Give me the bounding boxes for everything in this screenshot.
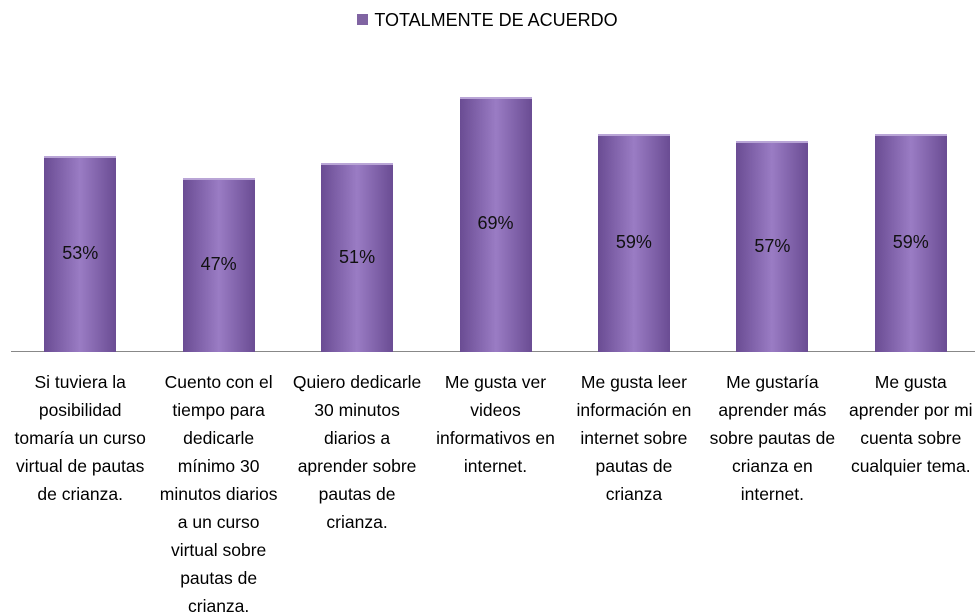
data-label: 53% — [62, 242, 99, 263]
data-label: 57% — [754, 235, 791, 256]
x-tick-label: Me gustaría aprender más sobre pautas de… — [709, 372, 836, 504]
legend-swatch — [357, 14, 369, 25]
x-tick-label: Si tuviera la posibilidad tomaría un cur… — [14, 372, 146, 504]
legend: TOTALMENTE DE ACUERDO — [0, 10, 975, 31]
x-tick-label: Cuento con el tiempo para dedicarle míni… — [159, 372, 278, 613]
bar — [736, 141, 809, 352]
x-tick-label: Me gusta ver videos informativos en inte… — [436, 372, 555, 476]
data-label: 51% — [339, 246, 376, 267]
bar — [459, 96, 532, 352]
data-label: 59% — [892, 231, 929, 252]
bar — [44, 155, 117, 352]
bar — [597, 133, 670, 352]
legend-label: TOTALMENTE DE ACUERDO — [374, 10, 618, 30]
x-tick-label: Quiero dedicarle 30 minutos diarios a ap… — [292, 372, 422, 532]
bar — [321, 163, 394, 352]
data-label: 47% — [200, 254, 237, 275]
x-tick-label: Me gusta leer información en internet so… — [576, 372, 692, 504]
data-label: 59% — [615, 231, 652, 252]
data-label: 69% — [477, 213, 514, 234]
x-tick-label: Me gusta aprender por mi cuenta sobre cu… — [849, 372, 973, 476]
bar — [182, 178, 255, 352]
bar — [874, 133, 947, 352]
